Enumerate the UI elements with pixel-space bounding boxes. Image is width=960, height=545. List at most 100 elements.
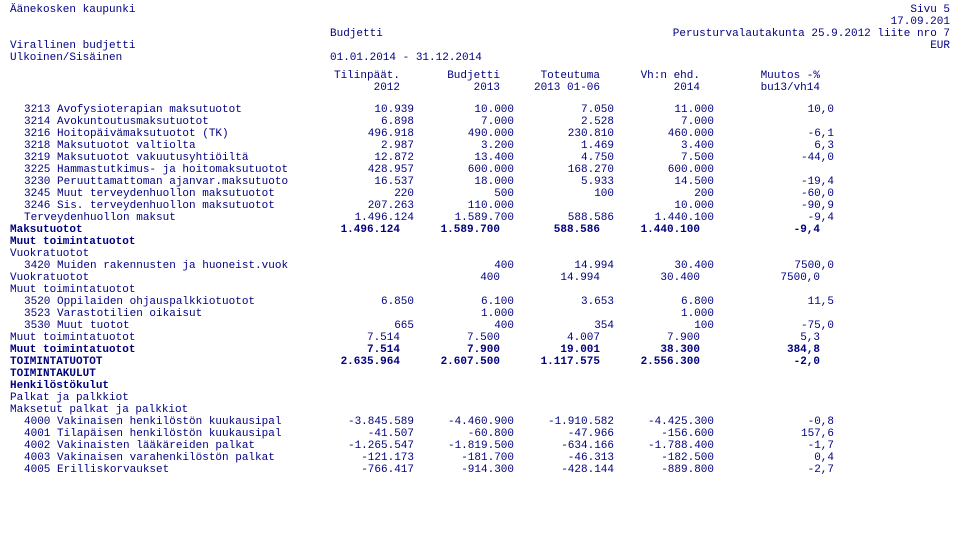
row-label: 4005 Erilliskorvaukset (10, 464, 314, 476)
cell: 100 (514, 188, 614, 200)
cell: -19,4 (714, 176, 834, 188)
table-row: TOIMINTATUOTOT2.635.9642.607.5001.117.57… (10, 356, 950, 368)
cell: 207.263 (314, 200, 414, 212)
cell (714, 116, 834, 128)
row-label: 3219 Maksutuotot vakuutusyhtiöiltä (10, 152, 314, 164)
row-label: TOIMINTATUOTOT (10, 356, 300, 368)
cell: -44,0 (714, 152, 834, 164)
cell: -75,0 (714, 320, 834, 332)
cell: 7.500 (614, 152, 714, 164)
cell: 490.000 (414, 128, 514, 140)
cell: -4.460.900 (414, 416, 514, 428)
cell: 10,0 (714, 104, 834, 116)
table-row: 3520 Oppilaiden ohjauspalkkiotuotot6.850… (10, 296, 950, 308)
cell: -182.500 (614, 452, 714, 464)
row-label: Muut toimintatuotot (10, 284, 300, 296)
cell: 500 (414, 188, 514, 200)
cell: 3.200 (414, 140, 514, 152)
col-vhnehd: Vh:n ehd. (600, 70, 700, 82)
table-row: 3245 Muut terveydenhuollon maksutuotot22… (10, 188, 950, 200)
cell: -156.600 (614, 428, 714, 440)
cell (300, 284, 400, 296)
table-row: Muut toimintatuotot (10, 236, 950, 248)
cell: 7.514 (300, 332, 400, 344)
cell (600, 284, 700, 296)
cell: 157,6 (714, 428, 834, 440)
table-row: TOIMINTAKULUT (10, 368, 950, 380)
cell: 220 (314, 188, 414, 200)
cell: 1.440.100 (600, 224, 700, 236)
report-date: 17.09.201 (570, 16, 950, 28)
cell (300, 272, 400, 284)
cell: -90,9 (714, 200, 834, 212)
table-row: 3216 Hoitopäivämaksutuotot (TK)496.91849… (10, 128, 950, 140)
cell: 10.000 (614, 200, 714, 212)
cell: 400 (400, 272, 500, 284)
table-row: 3246 Sis. terveydenhuollon maksutuotot20… (10, 200, 950, 212)
cell: 7.500 (400, 332, 500, 344)
cell (600, 236, 700, 248)
table-row: Maksetut palkat ja palkkiot (10, 404, 950, 416)
cell: -889.800 (614, 464, 714, 476)
cell: 230.810 (514, 128, 614, 140)
cell: -3.845.589 (314, 416, 414, 428)
row-label: Terveydenhuollon maksut (10, 212, 314, 224)
cell (500, 236, 600, 248)
row-label: 3230 Peruuttamattoman ajanvar.maksutuoto (10, 176, 314, 188)
cell: -47.966 (514, 428, 614, 440)
cell: 600.000 (414, 164, 514, 176)
cell: -46.313 (514, 452, 614, 464)
cell: 200 (614, 188, 714, 200)
cell: -1.910.582 (514, 416, 614, 428)
row-label: 3530 Muut tuotot (10, 320, 314, 332)
cell: 10.939 (314, 104, 414, 116)
row-label: 3213 Avofysioterapian maksutuotot (10, 104, 314, 116)
row-label: 3420 Muiden rakennusten ja huoneist.vuok (10, 260, 314, 272)
table-row: 3420 Muiden rakennusten ja huoneist.vuok… (10, 260, 950, 272)
cell (300, 392, 400, 404)
cell (600, 368, 700, 380)
table-row: Muut toimintatuotot7.5147.5004.0077.9005… (10, 332, 950, 344)
cell (400, 380, 500, 392)
cell: 110.000 (414, 200, 514, 212)
cell: 5.933 (514, 176, 614, 188)
cell: 428.957 (314, 164, 414, 176)
header-row-3: Budjetti Perusturvalautakunta 25.9.2012 … (10, 28, 950, 40)
cell: 1.589.700 (414, 212, 514, 224)
row-label: TOIMINTAKULUT (10, 368, 300, 380)
cell: 18.000 (414, 176, 514, 188)
cell (700, 380, 820, 392)
cell (500, 380, 600, 392)
cell: -9,4 (714, 212, 834, 224)
cell (500, 404, 600, 416)
page-number: Sivu 5 (570, 4, 950, 16)
cell (600, 392, 700, 404)
cell (700, 236, 820, 248)
cell: -1.819.500 (414, 440, 514, 452)
cell: 14.994 (514, 260, 614, 272)
cell: 0,4 (714, 452, 834, 464)
int-ext-label: Ulkoinen/Sisäinen (10, 52, 330, 64)
cell: -1,7 (714, 440, 834, 452)
cell: 400 (414, 260, 514, 272)
cell: -9,4 (700, 224, 820, 236)
cell: 3.653 (514, 296, 614, 308)
cell: 3.400 (614, 140, 714, 152)
row-label: Vuokratuotot (10, 248, 300, 260)
cell: 16.537 (314, 176, 414, 188)
cell: 100 (614, 320, 714, 332)
cell: -766.417 (314, 464, 414, 476)
cell: 6.898 (314, 116, 414, 128)
cell: 14.994 (500, 272, 600, 284)
table-row: 4000 Vakinaisen henkilöstön kuukausipal-… (10, 416, 950, 428)
header-row-2: 17.09.201 (10, 16, 950, 28)
table-row: Muut toimintatuotot7.5147.90019.00138.30… (10, 344, 950, 356)
cell: -634.166 (514, 440, 614, 452)
table-row: Maksutuotot1.496.1241.589.700588.5861.44… (10, 224, 950, 236)
row-label: 3520 Oppilaiden ohjauspalkkiotuotot (10, 296, 314, 308)
table-row: 3219 Maksutuotot vakuutusyhtiöiltä12.872… (10, 152, 950, 164)
cell: -181.700 (414, 452, 514, 464)
cell (500, 284, 600, 296)
cell: 460.000 (614, 128, 714, 140)
cell: -60.800 (414, 428, 514, 440)
